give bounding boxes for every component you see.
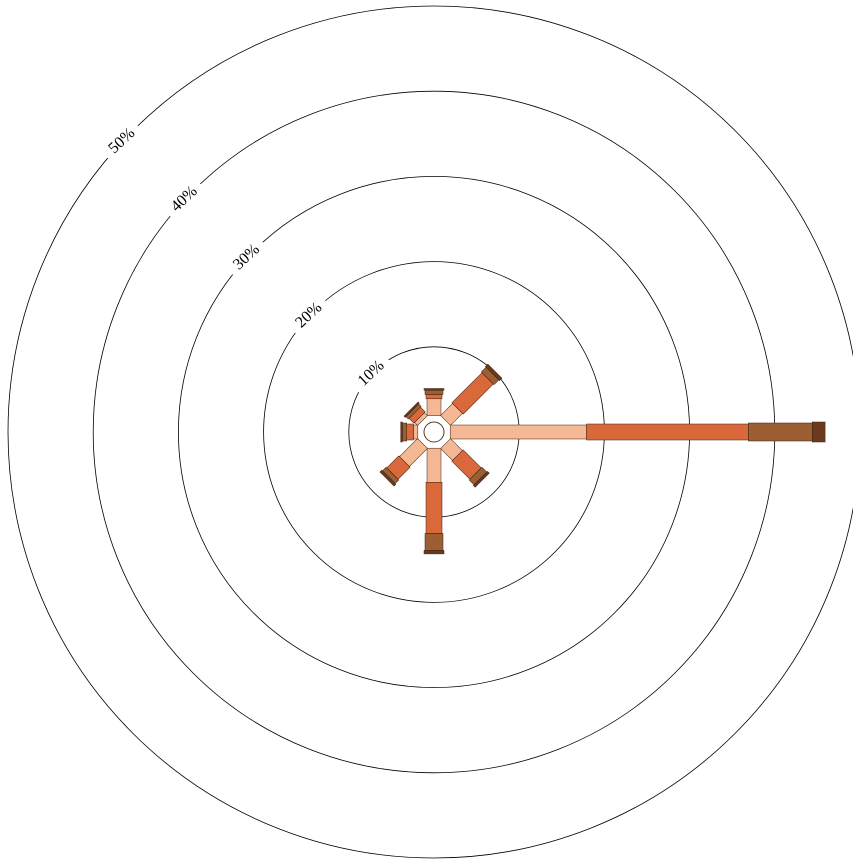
bar-dir-270-series-4 <box>400 421 403 443</box>
ring-label-bg <box>348 351 395 397</box>
bar-segments <box>379 363 826 555</box>
bar-dir-135-series-4 <box>472 470 490 488</box>
ring-label-bg <box>224 235 271 281</box>
bar-dir-45-series-2 <box>451 372 494 415</box>
grid-ring-50 <box>7 5 853 859</box>
bar-dir-0-series-4 <box>423 388 445 391</box>
bar-dir-180-series-2 <box>425 482 443 534</box>
bar-dir-270-series-1 <box>413 424 419 440</box>
ring-label-bg <box>161 177 208 222</box>
bar-dir-0-series-3 <box>424 389 444 395</box>
bar-dir-225-series-4 <box>379 469 397 487</box>
bar-dir-180-series-4 <box>423 550 445 555</box>
bar-dir-0-series-2 <box>425 394 443 400</box>
calm-center <box>423 421 445 443</box>
bar-dir-180-series-1 <box>426 447 442 483</box>
ring-label-bg <box>286 293 333 339</box>
bar-dir-270-series-3 <box>402 422 407 442</box>
bar-dir-315-series-4 <box>403 401 420 418</box>
bar-dir-180-series-3 <box>424 533 444 551</box>
bar-dir-0-series-1 <box>426 398 442 416</box>
radial-tick-labels: 10%20%30%40%50% <box>99 119 395 397</box>
bar-dir-90-series-3 <box>748 422 813 442</box>
ring-label-bg <box>99 119 146 164</box>
calm-circle <box>423 421 445 443</box>
bar-dir-45-series-4 <box>485 363 503 381</box>
bar-dir-90-series-2 <box>586 423 749 441</box>
bar-dir-270-series-2 <box>406 423 414 441</box>
bar-dir-90-series-4 <box>812 421 826 443</box>
bar-dir-90-series-1 <box>449 424 587 440</box>
